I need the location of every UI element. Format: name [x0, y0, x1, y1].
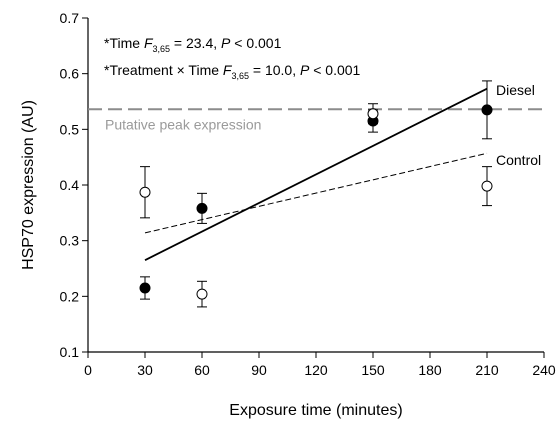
data-point-control — [367, 108, 379, 120]
text-labels: Exposure time (minutes) HSP70 expression … — [20, 35, 541, 419]
stat-annotation: *Time F3,65 = 23.4, P < 0.001 — [104, 35, 282, 54]
x-tick-label: 180 — [418, 362, 442, 378]
data-point-diesel — [481, 104, 493, 116]
x-tick-label: 60 — [194, 362, 210, 378]
reference-line-label: Putative peak expression — [105, 116, 261, 132]
data-point-diesel — [139, 282, 151, 294]
stat-annotation-stat: F — [144, 35, 154, 51]
stat-annotation-tail: < 0.001 — [230, 35, 281, 51]
stat-annotation-rest: = 23.4, — [170, 35, 221, 51]
y-tick-label: 0.6 — [60, 66, 80, 82]
axis-ticks: 0 30 60 90 120 150 180 210 240 0.1 0.2 0.3 0.4 0.5 0.6… — [60, 10, 556, 378]
trend-lines — [144, 87, 488, 261]
y-tick-label: 0.1 — [60, 344, 80, 360]
stat-annotation-sub: 3,65 — [231, 71, 249, 81]
stat-annotation-prefix: *Treatment × Time — [104, 62, 223, 78]
y-tick-label: 0.2 — [60, 288, 80, 304]
x-tick-label: 0 — [84, 362, 92, 378]
series-label-diesel: Diesel — [496, 82, 535, 98]
y-tick-label: 0.3 — [60, 233, 80, 249]
x-axis-title: Exposure time (minutes) — [229, 402, 402, 419]
x-tick-label: 120 — [304, 362, 328, 378]
x-tick-label: 240 — [532, 362, 556, 378]
data-point-control — [139, 186, 151, 198]
data-point-control — [481, 180, 493, 192]
y-tick-label: 0.5 — [60, 121, 80, 137]
x-tick-label: 30 — [137, 362, 153, 378]
trend-line-control — [144, 152, 488, 234]
stat-annotation-stat: F — [223, 62, 233, 78]
stat-annotation-p: P — [300, 62, 310, 78]
error-bars — [140, 80, 492, 308]
y-tick-label: 0.7 — [60, 10, 80, 26]
stat-annotation-tail: < 0.001 — [309, 62, 360, 78]
reference-line-group: Putative peak expression — [88, 108, 544, 132]
data-points — [139, 104, 493, 300]
stat-annotation-rest: = 10.0, — [249, 62, 300, 78]
y-tick-label: 0.4 — [60, 177, 80, 193]
x-tick-label: 210 — [475, 362, 499, 378]
y-axis-title: HSP70 expression (AU) — [20, 100, 37, 270]
trend-line-diesel — [144, 87, 488, 261]
stat-annotation-prefix: *Time — [104, 35, 144, 51]
data-point-diesel — [196, 202, 208, 214]
x-tick-label: 150 — [361, 362, 385, 378]
stat-annotation-sub: 3,65 — [153, 44, 171, 54]
stat-annotation: *Treatment × Time F3,65 = 10.0, P < 0.00… — [104, 62, 361, 81]
series-label-control: Control — [496, 152, 541, 168]
data-point-control — [196, 288, 208, 300]
stat-annotation-p: P — [221, 35, 231, 51]
x-tick-label: 90 — [251, 362, 267, 378]
